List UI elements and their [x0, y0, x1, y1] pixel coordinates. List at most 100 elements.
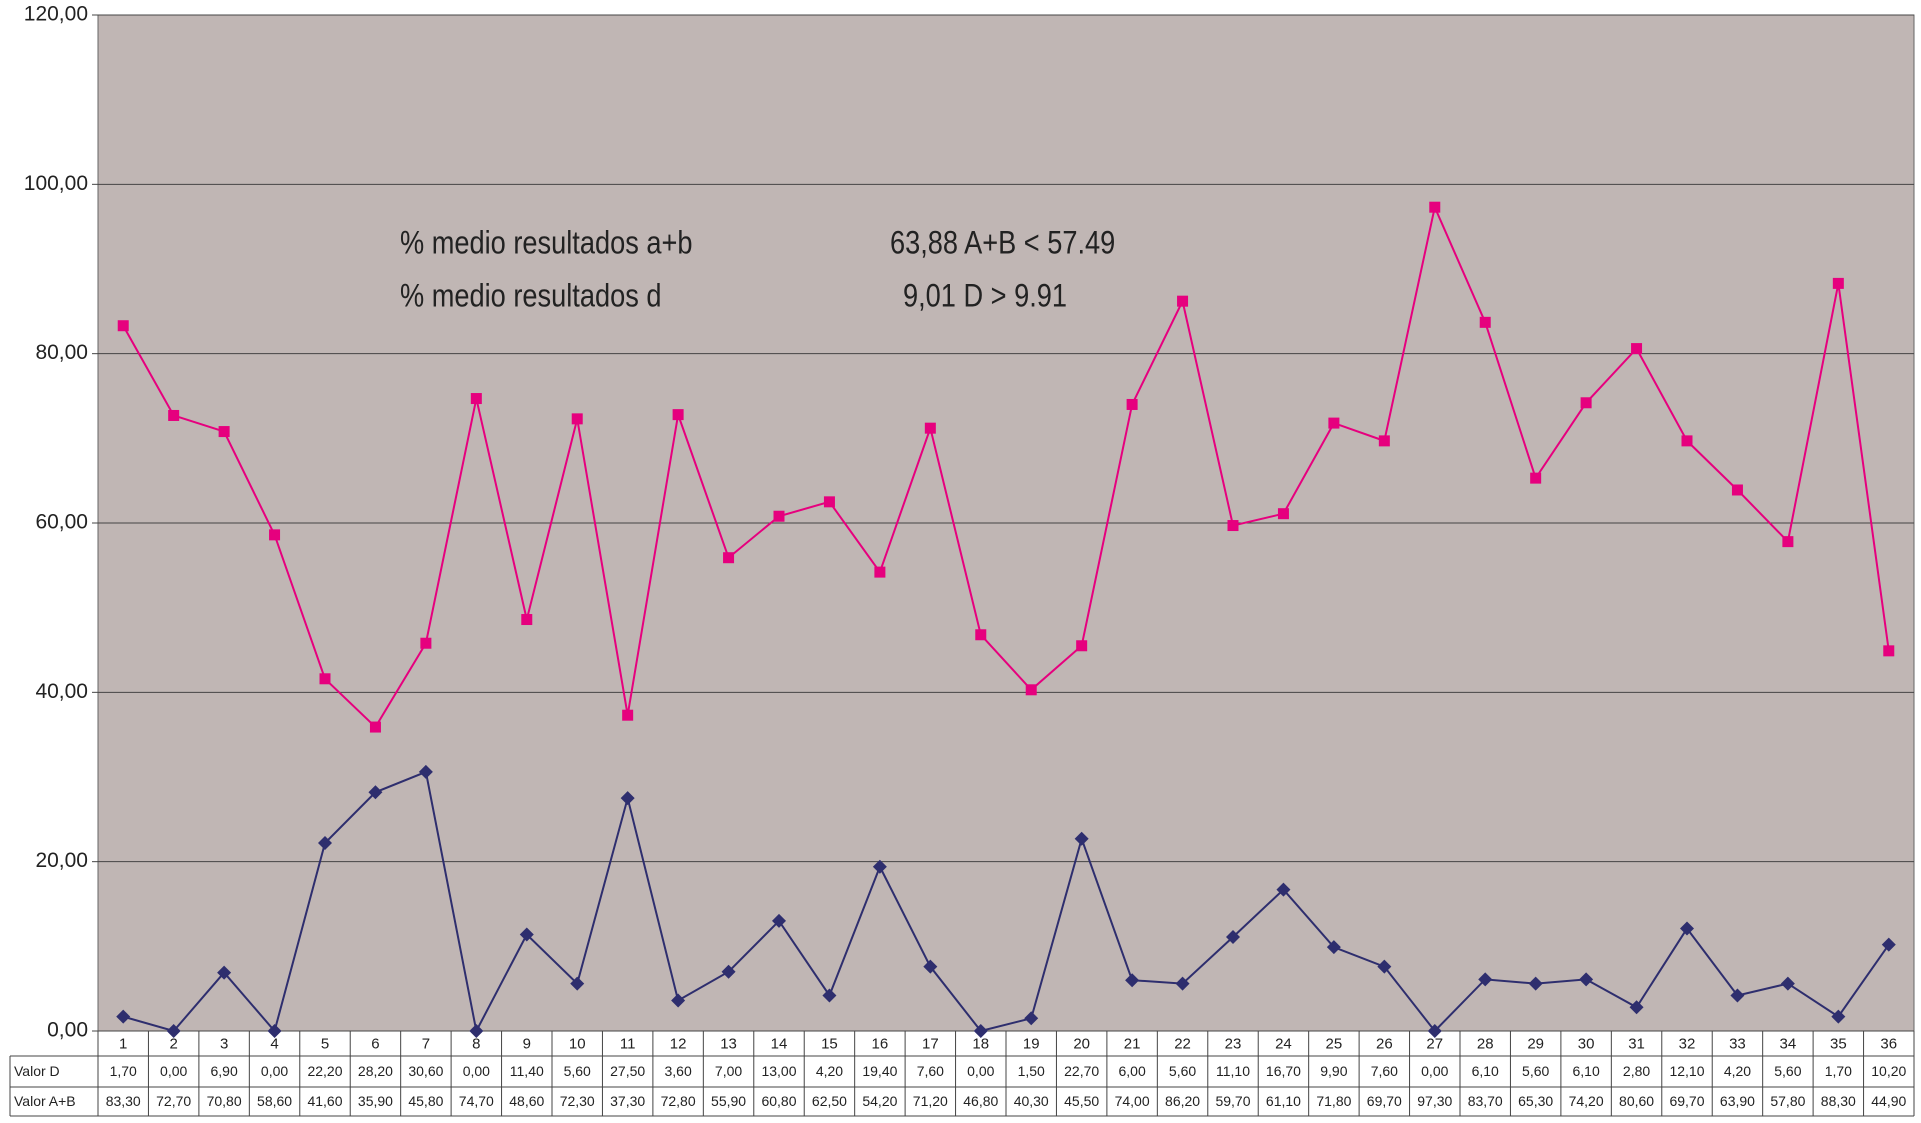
data-label: 62,50 [812, 1093, 847, 1109]
x-tick-label: 32 [1679, 1035, 1696, 1052]
marker [168, 409, 180, 421]
data-label: 1,70 [1825, 1063, 1852, 1079]
data-label: 6,90 [210, 1063, 237, 1079]
x-tick-label: 9 [523, 1035, 531, 1052]
marker [620, 791, 635, 806]
x-tick-label: 7 [422, 1035, 430, 1052]
data-label: 6,00 [1118, 1063, 1145, 1079]
marker [1680, 921, 1694, 936]
marker [1883, 645, 1895, 657]
data-label: 41,60 [307, 1093, 342, 1109]
y-tick-label: 20,00 [35, 849, 88, 872]
marker [1478, 972, 1493, 987]
data-label: 71,20 [913, 1093, 948, 1109]
x-tick-label: 35 [1830, 1035, 1847, 1052]
data-label: 54,20 [862, 1093, 897, 1109]
annotation: 9,01 D > 9.91 [903, 278, 1067, 314]
data-label: 69,70 [1669, 1093, 1704, 1109]
marker [975, 629, 987, 641]
marker [1780, 976, 1795, 991]
data-label: 65,30 [1518, 1093, 1553, 1109]
data-label: 22,20 [307, 1063, 342, 1079]
data-label: 86,20 [1165, 1093, 1200, 1109]
y-tick-label: 100,00 [24, 172, 88, 195]
data-label: 83,70 [1468, 1093, 1503, 1109]
marker [924, 422, 936, 434]
line [122, 203, 1890, 729]
marker [1479, 316, 1491, 328]
marker [1177, 295, 1189, 307]
x-tick-label: 25 [1326, 1035, 1343, 1052]
x-tick-label: 24 [1275, 1035, 1292, 1052]
marker [1126, 398, 1138, 410]
data-label: 80,60 [1619, 1093, 1654, 1109]
marker [1831, 1009, 1846, 1024]
x-tick-label: 12 [670, 1035, 687, 1052]
marker [1429, 201, 1441, 213]
data-label: 72,70 [156, 1093, 191, 1109]
marker [1025, 684, 1037, 696]
data-label: 7,60 [1371, 1063, 1398, 1079]
marker [1631, 343, 1643, 355]
x-tick-label: 15 [821, 1035, 838, 1052]
data-label: 27,50 [610, 1063, 645, 1079]
x-tick-label: 34 [1780, 1035, 1797, 1052]
data-label: 7,60 [917, 1063, 944, 1079]
data-label: 58,60 [257, 1093, 292, 1109]
marker [269, 529, 281, 541]
x-tick-label: 6 [371, 1035, 379, 1052]
marker [1226, 930, 1240, 945]
marker [622, 709, 634, 721]
data-label: 97,30 [1417, 1093, 1452, 1109]
data-label: 88,30 [1821, 1093, 1856, 1109]
data-label: 74,00 [1115, 1093, 1150, 1109]
marker [469, 1024, 484, 1038]
data-label: 45,80 [408, 1093, 443, 1109]
x-tick-label: 19 [1023, 1035, 1040, 1052]
marker [723, 552, 735, 564]
marker [1024, 1011, 1039, 1026]
y-tick-label: 0,00 [47, 1019, 88, 1042]
x-tick-label: 21 [1124, 1035, 1141, 1052]
data-label: 11,10 [1216, 1063, 1250, 1079]
marker [217, 965, 232, 980]
data-label: 1,50 [1018, 1063, 1045, 1079]
data-label: 0,00 [463, 1063, 490, 1079]
data-label: 28,20 [358, 1063, 393, 1079]
data-label: 5,60 [1522, 1063, 1549, 1079]
marker [1125, 973, 1140, 988]
data-label: 22,70 [1064, 1063, 1099, 1079]
legend-label: Valor D [14, 1063, 60, 1079]
marker [318, 836, 332, 851]
data-label: 6,10 [1472, 1063, 1499, 1079]
marker [1326, 940, 1341, 955]
data-label: 59,70 [1215, 1093, 1250, 1109]
x-tick-label: 23 [1225, 1035, 1242, 1052]
marker [721, 964, 736, 979]
data-label: 30,60 [408, 1063, 443, 1079]
data-label: 71,80 [1316, 1093, 1351, 1109]
marker [973, 1024, 988, 1038]
marker [1832, 277, 1844, 289]
y-tick-label: 80,00 [35, 341, 88, 364]
data-label: 74,70 [459, 1093, 494, 1109]
x-tick-label: 3 [220, 1035, 228, 1052]
data-label: 4,20 [1724, 1063, 1751, 1079]
data-label: 19,40 [862, 1063, 897, 1079]
marker [923, 959, 938, 974]
x-tick-label: 5 [321, 1035, 329, 1052]
x-tick-label: 1 [119, 1035, 127, 1052]
y-tick-label: 120,00 [24, 3, 88, 26]
marker [672, 409, 684, 421]
data-label: 61,10 [1266, 1093, 1301, 1109]
data-label: 48,60 [509, 1093, 544, 1109]
data-label: 3,60 [664, 1063, 691, 1079]
marker [1328, 417, 1340, 429]
data-label: 4,20 [816, 1063, 843, 1079]
data-label: 1,70 [110, 1063, 137, 1079]
marker [368, 785, 383, 800]
x-tick-label: 11 [620, 1035, 636, 1052]
data-label: 69,70 [1367, 1093, 1402, 1109]
data-label: 70,80 [207, 1093, 242, 1109]
x-tick-label: 30 [1578, 1035, 1595, 1052]
